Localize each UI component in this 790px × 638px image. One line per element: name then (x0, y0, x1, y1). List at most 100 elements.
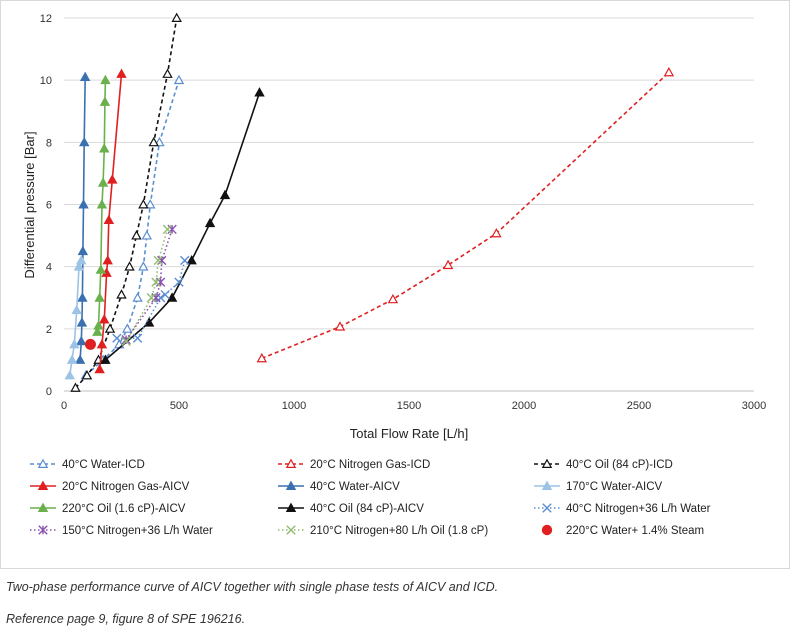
legend-label: 40°C Oil (84 cP)-AICV (310, 503, 424, 515)
data-point (122, 323, 133, 333)
x-tick-label: 1000 (282, 400, 306, 412)
legend-entry: 220°C Water+ 1.4% Steam (541, 524, 704, 537)
data-point (79, 136, 90, 147)
legend-entry: 150°C Nitrogen+36 L/h Water (30, 525, 213, 537)
data-point (256, 352, 268, 363)
legend-marker (285, 480, 297, 490)
chart-svg: 0 2 4 6 8 10 12 0 500 1000 1500 2000 2500 3000 Total … (0, 0, 790, 569)
series-8 (112, 255, 190, 343)
data-point (334, 321, 346, 331)
data-point (167, 224, 177, 235)
series-line (125, 229, 173, 341)
data-point (171, 12, 182, 22)
data-point (254, 87, 265, 97)
series-7 (100, 87, 265, 364)
data-point (73, 261, 85, 271)
data-point (103, 214, 115, 225)
data-point (162, 224, 173, 235)
legend-label: 40°C Water-ICD (62, 459, 145, 471)
data-point (141, 230, 153, 240)
legend-entry: 40°C Nitrogen+36 L/h Water (534, 503, 711, 515)
legend-entry: 20°C Nitrogen Gas-AICV (30, 480, 190, 493)
data-point (442, 259, 454, 270)
legend-label: 210°C Nitrogen+80 L/h Oil (1.8 cP) (310, 525, 488, 537)
data-point (138, 199, 149, 209)
tick-labels: 0 2 4 6 8 10 12 0 500 1000 1500 2000 2500 3000 (40, 13, 766, 412)
data-point (76, 335, 87, 346)
data-point (99, 314, 110, 324)
data-point (71, 304, 82, 315)
legend-entry: 40°C Water-ICD (30, 458, 145, 471)
data-point (491, 227, 502, 238)
data-point (77, 245, 89, 256)
data-point (143, 317, 155, 327)
reference-caption: Reference page 9, figure 8 of SPE 196216… (6, 612, 246, 626)
data-point (69, 338, 80, 349)
series-layer (64, 12, 675, 392)
legend-marker (542, 503, 552, 513)
data-point (76, 317, 88, 327)
data-point (96, 199, 108, 209)
data-point (131, 230, 142, 240)
data-point (132, 333, 143, 343)
legend-marker (37, 458, 49, 468)
data-point (180, 255, 190, 266)
x-tick-label: 500 (170, 400, 188, 412)
data-point (387, 293, 399, 304)
legend-marker (285, 458, 297, 468)
data-point (663, 66, 675, 77)
legend-marker (285, 502, 297, 512)
y-tick-label: 2 (46, 324, 52, 336)
data-point (112, 333, 122, 343)
legend-label: 40°C Nitrogen+36 L/h Water (566, 503, 711, 515)
series-3 (94, 68, 127, 374)
legend-label: 20°C Nitrogen Gas-AICV (62, 481, 190, 493)
data-point (153, 255, 163, 266)
y-tick-label: 6 (46, 200, 52, 212)
y-tick-label: 8 (46, 137, 52, 149)
data-point (74, 354, 86, 364)
chart-border (0, 0, 790, 569)
data-point (77, 292, 88, 302)
data-point (186, 255, 197, 265)
legend-entry: 40°C Oil (84 cP)-AICV (278, 502, 424, 515)
data-point (102, 255, 113, 265)
data-point (166, 292, 178, 302)
data-point (104, 323, 116, 333)
data-point (70, 382, 81, 392)
data-point (145, 199, 156, 209)
legend-label: 220°C Oil (1.6 cP)-AICV (62, 503, 186, 515)
data-point (173, 74, 185, 85)
data-point (81, 370, 93, 380)
series-9 (121, 224, 177, 345)
x-tick-label: 2500 (627, 400, 651, 412)
legend-marker (37, 480, 49, 490)
data-point (95, 264, 107, 274)
legend-label: 20°C Nitrogen Gas-ICD (310, 459, 430, 471)
data-point (64, 370, 75, 380)
legend-marker (541, 524, 553, 536)
data-point (99, 143, 110, 153)
x-tick-label: 1500 (397, 400, 421, 412)
legend-entry: 210°C Nitrogen+80 L/h Oil (1.8 cP) (278, 525, 488, 537)
data-point (160, 289, 170, 300)
x-axis-title: Total Flow Rate [L/h] (350, 426, 469, 441)
data-point (96, 338, 108, 349)
legend-entry: 40°C Oil (84 cP)-ICD (534, 458, 673, 471)
data-point (162, 68, 173, 78)
data-point (93, 320, 104, 330)
legend-entry: 20°C Nitrogen Gas-ICD (278, 458, 430, 471)
legend: 40°C Water-ICD 20°C Nitrogen Gas-ICD 40°C … (30, 458, 711, 537)
legend-marker (37, 502, 49, 512)
legend-entry: 170°C Water-AICV (534, 480, 663, 493)
series-4 (74, 71, 91, 364)
series-1 (256, 66, 675, 363)
data-point (204, 217, 216, 228)
data-point (146, 293, 157, 303)
data-point (219, 189, 231, 200)
legend-entry: 40°C Water-AICV (278, 480, 400, 493)
data-point (107, 174, 118, 184)
data-point (100, 354, 111, 364)
series-6 (92, 74, 111, 336)
x-tick-label: 2000 (512, 400, 536, 412)
